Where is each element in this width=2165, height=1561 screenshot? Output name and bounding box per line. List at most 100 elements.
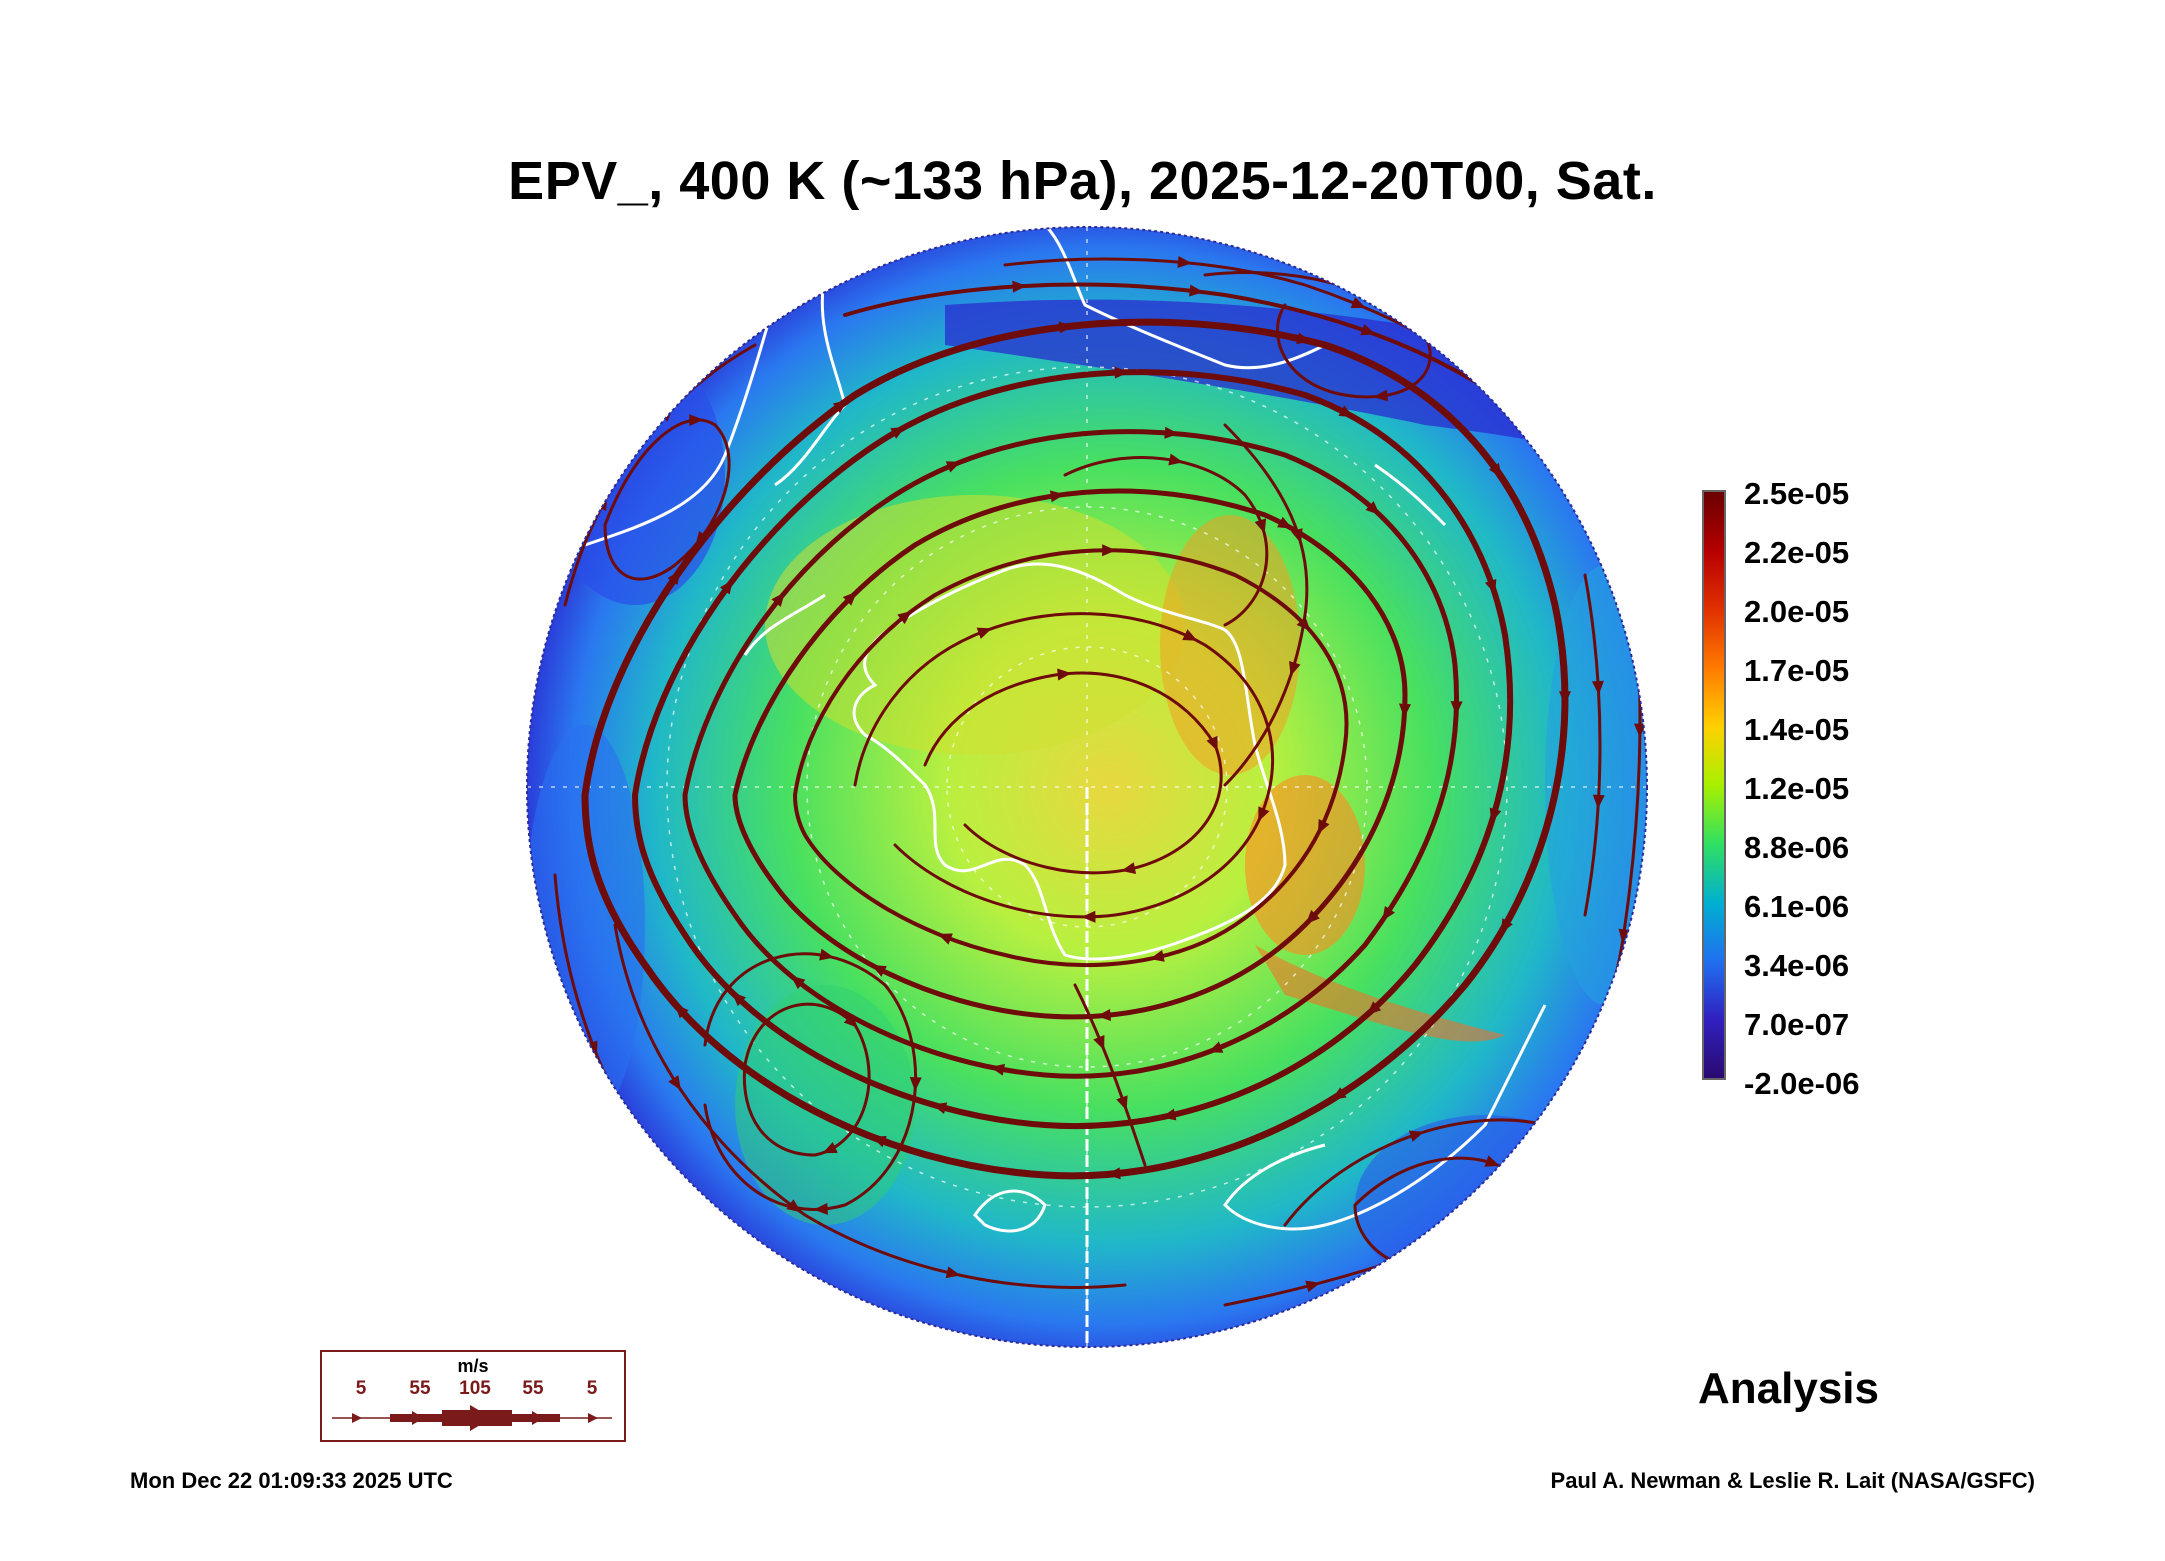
streamline-arrow [1102, 544, 1117, 557]
streamline-arrow [945, 1266, 961, 1279]
streamline-arrow [1360, 323, 1376, 336]
streamline-arrow [667, 570, 681, 585]
streamline-arrow [1365, 501, 1380, 516]
streamline-arrow [1182, 629, 1198, 641]
streamline-arrow [871, 1136, 887, 1148]
credit: Paul A. Newman & Leslie R. Lait (NASA/GS… [1550, 1468, 2035, 1493]
streamline-arrow [832, 400, 848, 414]
streamline-arrow [1121, 862, 1137, 875]
colorbar-tick-label: 2.0e-05 [1744, 594, 1850, 629]
streamline-arrow [668, 1075, 681, 1091]
streamline-arrow [695, 530, 709, 546]
streamline-arrow [1558, 691, 1571, 706]
streamline-arrow [1382, 905, 1395, 921]
streamline-arrow [1592, 794, 1605, 809]
legend-value: 55 [409, 1378, 431, 1399]
legend-value: 5 [355, 1378, 367, 1399]
streamline-arrow [842, 591, 858, 606]
streamline-arrow [771, 592, 785, 607]
epv-map-globe [526, 226, 1648, 1348]
colorbar-tick-label: 6.1e-06 [1744, 889, 1850, 924]
streamline-arrow [1305, 1280, 1321, 1293]
streamline-arrow [1058, 321, 1074, 334]
colorbar-tick-label: 1.7e-05 [1744, 653, 1850, 688]
plot-title: EPV_, 400 K (~133 hPa), 2025-12-20T00, S… [508, 151, 1657, 211]
streamline-arrow [1289, 660, 1301, 677]
streamline-arrow [790, 975, 806, 990]
streamline-arrow [1093, 1034, 1105, 1051]
legend-unit: m/s [457, 1356, 489, 1376]
streamline-arrow [1489, 807, 1502, 823]
streamline-arrow [1338, 405, 1354, 418]
streamline-arrow [689, 414, 704, 427]
map-field [527, 227, 1647, 1347]
streamline-arrow [871, 965, 887, 977]
legend-value: 105 [459, 1378, 491, 1399]
streamline-arrow [976, 627, 992, 639]
streamline-arrow [1500, 918, 1513, 934]
streamline-arrow [813, 1202, 828, 1215]
streamline-arrow [932, 1102, 948, 1115]
streamline-arrow [1161, 1108, 1177, 1121]
streamline-arrow [945, 461, 962, 473]
wind-speed-legend: m/s 5 55 105 55 5 [320, 1350, 626, 1442]
streamline-arrow [1350, 297, 1366, 309]
streamline-arrow [1206, 735, 1218, 752]
streamline-arrow [1177, 255, 1192, 268]
colorbar-tick-label: -2.0e-06 [1744, 1066, 1860, 1101]
streamline-arrow [1373, 389, 1389, 402]
streamline-arrow [897, 610, 912, 625]
streamline-arrow [1408, 1130, 1425, 1142]
streamline-arrow [1168, 453, 1184, 466]
streamline-arrow [1189, 284, 1204, 297]
timestamp: Mon Dec 22 01:09:33 2025 UTC [130, 1468, 453, 1493]
streamline-arrow [1317, 818, 1330, 835]
streamline-arrow [1277, 516, 1293, 529]
colorbar-tick-label: 2.2e-05 [1744, 535, 1850, 570]
analysis-label: Analysis [1698, 1364, 1879, 1413]
streamline-arrow [822, 1142, 838, 1154]
colorbar-tick-label: 2.5e-05 [1744, 476, 1850, 511]
streamline-arrow [890, 426, 906, 439]
streamline-arrow [1254, 518, 1267, 534]
streamline-arrow [1291, 528, 1303, 544]
streamline-arrow [674, 1003, 689, 1019]
streamline-arrow [1484, 1155, 1500, 1167]
streamline-arrow [1463, 1263, 1479, 1276]
streamline-arrow [843, 1013, 859, 1028]
streamline-arrow [719, 579, 734, 595]
streamline-arrow [1488, 462, 1502, 478]
streamline-arrow [1258, 806, 1270, 822]
streamline-arrow [1012, 280, 1027, 293]
legend-value: 5 [586, 1378, 598, 1399]
colorbar [1702, 490, 1726, 1080]
streamline-arrow [1164, 426, 1179, 439]
streamline-arrow [1208, 1041, 1224, 1053]
streamline-arrow [1618, 928, 1631, 944]
streamline-arrow [1049, 490, 1065, 503]
legend-value: 55 [522, 1378, 544, 1399]
streamline-arrow [1116, 1095, 1128, 1111]
streamline-arrow [990, 1063, 1005, 1076]
colorbar-tick-label: 1.2e-05 [1744, 771, 1850, 806]
streamline-arrow [731, 992, 747, 1007]
streamline-arrow [1484, 578, 1497, 595]
streamline-arrow [1081, 910, 1096, 923]
streamline-arrow [1561, 1136, 1575, 1152]
streamline-arrow [1591, 680, 1604, 696]
streamline-arrow [1096, 1009, 1111, 1021]
streamline-arrow [1149, 950, 1165, 962]
streamline-arrow [937, 933, 953, 945]
streamline-arrow [1114, 366, 1129, 379]
polar-map [525, 225, 1650, 1350]
streamline-arrow [1305, 910, 1320, 925]
streamline-arrow [675, 1193, 690, 1209]
streamline-arrow [1398, 703, 1411, 718]
streamline-arrow [1331, 1087, 1347, 1100]
streamline-arrow [1450, 701, 1463, 716]
streamline-arrow [819, 948, 835, 961]
colorbar-tick-label: 8.8e-06 [1744, 830, 1850, 865]
streamline-arrow [1106, 1167, 1121, 1180]
colorbar-tick-label: 1.4e-05 [1744, 712, 1850, 747]
streamline-arrow [1296, 332, 1312, 345]
